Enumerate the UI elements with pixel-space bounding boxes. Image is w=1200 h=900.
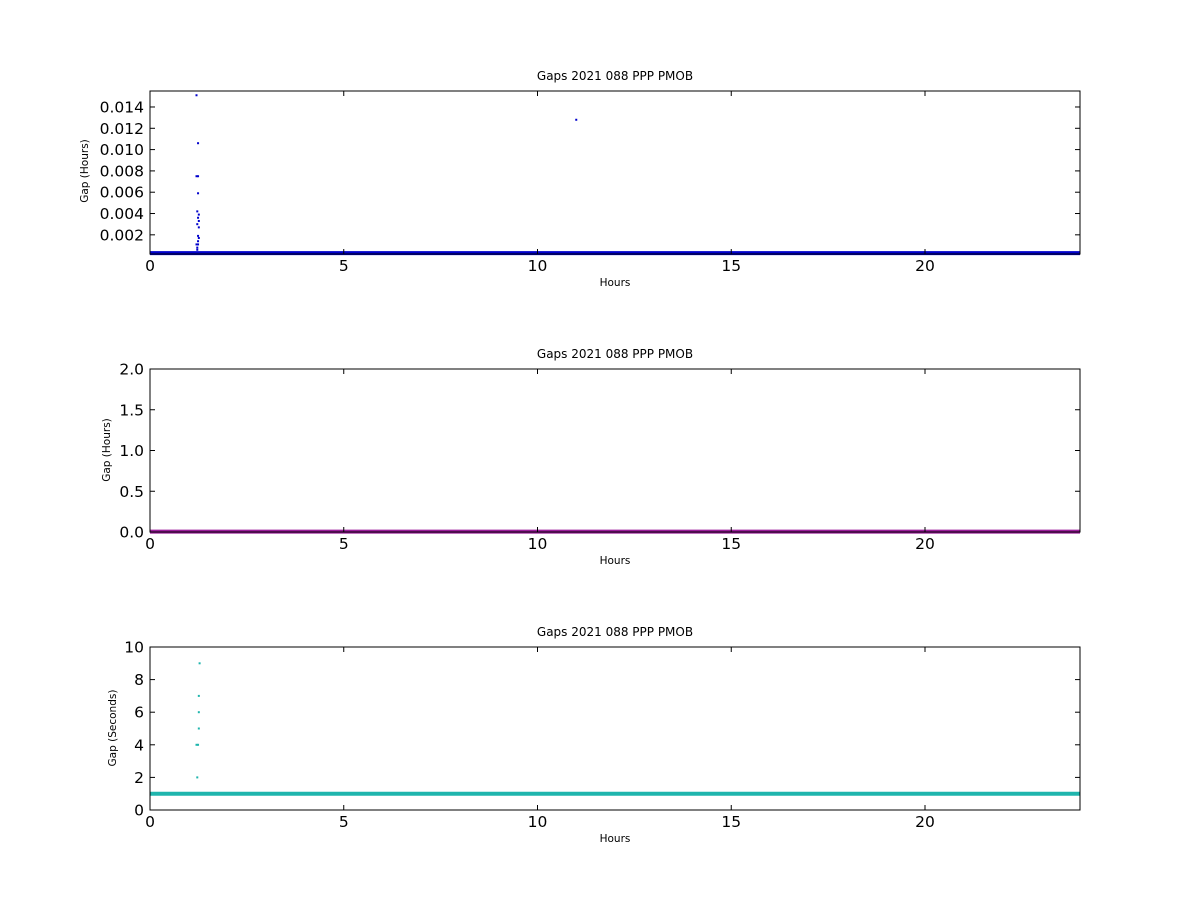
y-axis-label: Gap (Hours) <box>79 139 91 203</box>
data-point <box>195 743 198 746</box>
x-axis-label: Hours <box>600 555 631 567</box>
y-axis-label: Gap (Seconds) <box>107 690 119 767</box>
y-tick-label: 2 <box>134 769 144 787</box>
chart-title: Gaps 2021 088 PPP PMOB <box>537 347 693 361</box>
data-point <box>196 223 199 226</box>
x-tick-label: 15 <box>721 535 741 553</box>
y-tick-label: 0.002 <box>100 226 144 244</box>
x-tick-label: 5 <box>339 257 349 275</box>
data-point <box>197 711 200 714</box>
subplot-3: Gaps 2021 088 PPP PMOB Hours Gap (Seconds)… <box>107 625 1081 845</box>
x-tick-label: 20 <box>915 535 935 553</box>
x-tick-label: 0 <box>145 535 155 553</box>
y-tick-label: 0.008 <box>100 162 144 180</box>
data-point <box>197 142 200 145</box>
x-axis-label: Hours <box>600 277 631 289</box>
data-point <box>197 240 200 243</box>
y-tick-label: 0.0 <box>119 524 144 542</box>
data-point <box>197 216 200 219</box>
x-tick-label: 15 <box>721 813 741 831</box>
data-point <box>197 213 200 216</box>
data-point <box>195 94 198 97</box>
data-point <box>197 243 200 246</box>
x-tick-label: 10 <box>528 257 548 275</box>
y-tick-label: 1.5 <box>119 401 144 419</box>
x-axis-label: Hours <box>600 833 631 845</box>
x-tick-label: 5 <box>339 535 349 553</box>
data-point <box>197 219 200 222</box>
y-tick-label: 8 <box>134 671 144 689</box>
data-point <box>197 237 200 240</box>
x-tick-label: 15 <box>721 257 741 275</box>
y-tick-label: 0.5 <box>119 483 144 501</box>
y-tick-label: 10 <box>124 639 144 657</box>
data-point <box>198 662 201 665</box>
subplot-1: Gaps 2021 088 PPP PMOB Hours Gap (Hours) 0 5… <box>79 69 1081 289</box>
data-point <box>195 175 198 178</box>
data-point <box>197 234 200 237</box>
y-tick-label: 0.012 <box>100 120 144 138</box>
axes-frame <box>149 90 1081 255</box>
data-point <box>196 246 199 249</box>
data-point <box>575 118 578 121</box>
data-point <box>197 175 200 178</box>
y-tick-label: 1.0 <box>119 442 144 460</box>
data-point <box>197 226 200 229</box>
y-tick-label: 0 <box>134 802 144 820</box>
data-point <box>196 776 199 779</box>
x-tick-label: 0 <box>145 257 155 275</box>
y-tick-label: 2.0 <box>119 361 144 379</box>
x-tick-label: 0 <box>145 813 155 831</box>
y-tick-label: 0.006 <box>100 184 144 202</box>
data-point <box>197 694 200 697</box>
data-point <box>196 248 199 251</box>
x-tick-label: 5 <box>339 813 349 831</box>
x-tick-label: 10 <box>528 535 548 553</box>
y-tick-label: 0.010 <box>100 141 144 159</box>
axes-frame <box>149 646 1081 811</box>
data-point <box>196 210 199 213</box>
chart-title: Gaps 2021 088 PPP PMOB <box>537 69 693 83</box>
y-axis-label: Gap (Hours) <box>101 418 113 482</box>
x-tick-label: 20 <box>915 813 935 831</box>
data-point <box>197 192 200 195</box>
y-tick-label: 0.014 <box>100 98 144 116</box>
y-tick-label: 4 <box>134 736 144 754</box>
x-tick-label: 20 <box>915 257 935 275</box>
chart-title: Gaps 2021 088 PPP PMOB <box>537 625 693 639</box>
data-point <box>195 243 198 246</box>
axes-frame <box>149 368 1081 533</box>
subplot-2: Gaps 2021 088 PPP PMOB Hours Gap (Hours) 0 5… <box>101 347 1081 567</box>
data-point <box>197 743 200 746</box>
y-tick-label: 6 <box>134 704 144 722</box>
data-point <box>197 727 200 730</box>
y-tick-label: 0.004 <box>100 205 144 223</box>
x-tick-label: 10 <box>528 813 548 831</box>
